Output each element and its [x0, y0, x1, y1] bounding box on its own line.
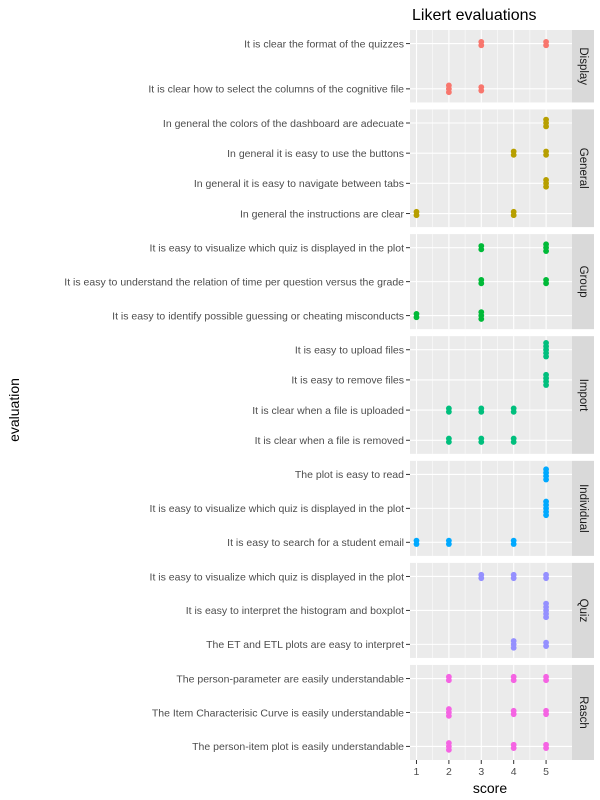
data-point — [510, 711, 517, 718]
y-tick-label: It is easy to visualize which quiz is di… — [150, 242, 405, 254]
y-tick-label: It is easy to interpret the histogram an… — [186, 605, 404, 617]
y-tick-label: It is easy to visualize which quiz is di… — [150, 503, 405, 515]
y-tick-label: In general the colors of the dashboard a… — [163, 118, 404, 130]
data-point — [543, 614, 549, 621]
data-point — [445, 439, 452, 445]
data-point — [445, 541, 452, 547]
y-tick-label: It is easy to upload files — [295, 345, 404, 357]
y-tick-label: In general it is easy to navigate betwee… — [194, 178, 404, 190]
data-point — [478, 87, 485, 94]
facet-panel-import: It is easy to upload files It is easy to … — [252, 336, 594, 454]
data-point — [478, 246, 485, 253]
data-point — [413, 541, 420, 547]
data-point — [543, 42, 549, 49]
y-tick-label: It is easy to search for a student email — [227, 537, 404, 549]
facet-strip — [572, 460, 594, 556]
chart-title: Likert evaluations — [412, 7, 537, 24]
data-point — [543, 575, 549, 582]
data-point — [543, 512, 549, 519]
facet-label: Display — [577, 47, 589, 85]
facet-label: Import — [577, 379, 589, 412]
facet-strip — [572, 109, 594, 228]
x-tick-label: 5 — [543, 766, 549, 778]
data-point — [543, 643, 549, 649]
data-point — [478, 439, 485, 445]
x-axis: 1 2 3 4 5 — [414, 760, 549, 778]
data-point — [445, 408, 452, 415]
y-tick-label: It is easy to identify possible guessing… — [112, 310, 404, 322]
y-tick-label: It is clear how to select the columns of… — [148, 84, 404, 96]
x-tick-label: 2 — [446, 766, 452, 778]
data-point — [543, 382, 549, 388]
data-point — [510, 541, 517, 547]
data-point — [510, 745, 517, 752]
data-point — [543, 248, 549, 254]
facet-panel-individual: The plot is easy to read It is easy to vi… — [150, 460, 594, 556]
data-point — [478, 280, 485, 287]
facet-panel-rasch: The person-parameter are easily understa… — [152, 664, 594, 760]
y-tick-label: The person-parameter are easily understa… — [176, 673, 404, 685]
y-axis-title: evaluation — [6, 378, 22, 442]
y-tick-label: In general the instructions are clear — [240, 208, 405, 220]
data-point — [445, 712, 452, 719]
facet-panel-display: It is clear the format of the quizzes It … — [148, 30, 594, 103]
facet-panels: It is clear the format of the quizzes It … — [64, 30, 594, 760]
facet-label: Individual — [577, 484, 589, 533]
y-tick-label: The person-item plot is easily understan… — [192, 741, 404, 753]
y-tick-label: In general it is easy to use the buttons — [227, 148, 404, 160]
y-tick-label: It is clear the format of the quizzes — [244, 38, 404, 50]
facet-label: General — [577, 148, 589, 189]
facet-panel-general: In general the colors of the dashboard a… — [163, 109, 594, 228]
data-point — [543, 476, 549, 483]
data-point — [510, 575, 517, 582]
data-point — [543, 353, 549, 360]
facet-strip — [572, 664, 594, 760]
data-point — [510, 677, 517, 684]
data-point — [478, 575, 485, 582]
facet-label: Rasch — [577, 696, 589, 729]
facet-panel-group: It is easy to visualize which quiz is di… — [64, 234, 594, 330]
facet-strip — [572, 234, 594, 330]
y-tick-label: It is clear when a file is removed — [255, 435, 405, 447]
y-tick-label: It is easy to visualize which quiz is di… — [150, 571, 405, 583]
x-tick-label: 3 — [478, 766, 484, 778]
facet-strip — [572, 30, 594, 103]
data-point — [445, 89, 452, 96]
y-tick-label: It is clear when a file is uploaded — [252, 405, 404, 417]
x-tick-label: 4 — [511, 766, 517, 778]
data-point — [543, 151, 549, 158]
data-point — [478, 316, 485, 322]
data-point — [510, 408, 517, 415]
data-point — [510, 212, 517, 219]
y-tick-label: It is easy to understand the relation of… — [64, 276, 404, 288]
y-tick-label: The plot is easy to read — [295, 469, 404, 481]
data-point — [543, 677, 549, 684]
data-point — [478, 42, 485, 49]
data-point — [543, 123, 549, 130]
x-tick-label: 1 — [414, 766, 420, 778]
data-point — [543, 280, 549, 287]
data-point — [413, 314, 420, 321]
facet-strip — [572, 336, 594, 454]
data-point — [543, 711, 549, 718]
data-point — [510, 151, 517, 158]
data-point — [510, 644, 517, 651]
data-point — [543, 183, 549, 190]
data-point — [478, 408, 485, 415]
y-tick-label: The Item Characterisic Curve is easily u… — [152, 707, 404, 719]
facet-label: Quiz — [577, 599, 589, 623]
x-axis-title: score — [473, 780, 507, 796]
facet-strip — [572, 562, 594, 658]
data-point — [445, 746, 452, 753]
data-point — [445, 677, 452, 684]
data-point — [543, 745, 549, 752]
data-point — [510, 439, 517, 445]
y-tick-label: The ET and ETL plots are easy to interpr… — [206, 639, 404, 651]
facet-label: Group — [577, 266, 589, 298]
y-tick-label: It is easy to remove files — [291, 375, 404, 387]
facet-panel-quiz: It is easy to visualize which quiz is di… — [150, 562, 594, 658]
data-point — [413, 212, 420, 219]
